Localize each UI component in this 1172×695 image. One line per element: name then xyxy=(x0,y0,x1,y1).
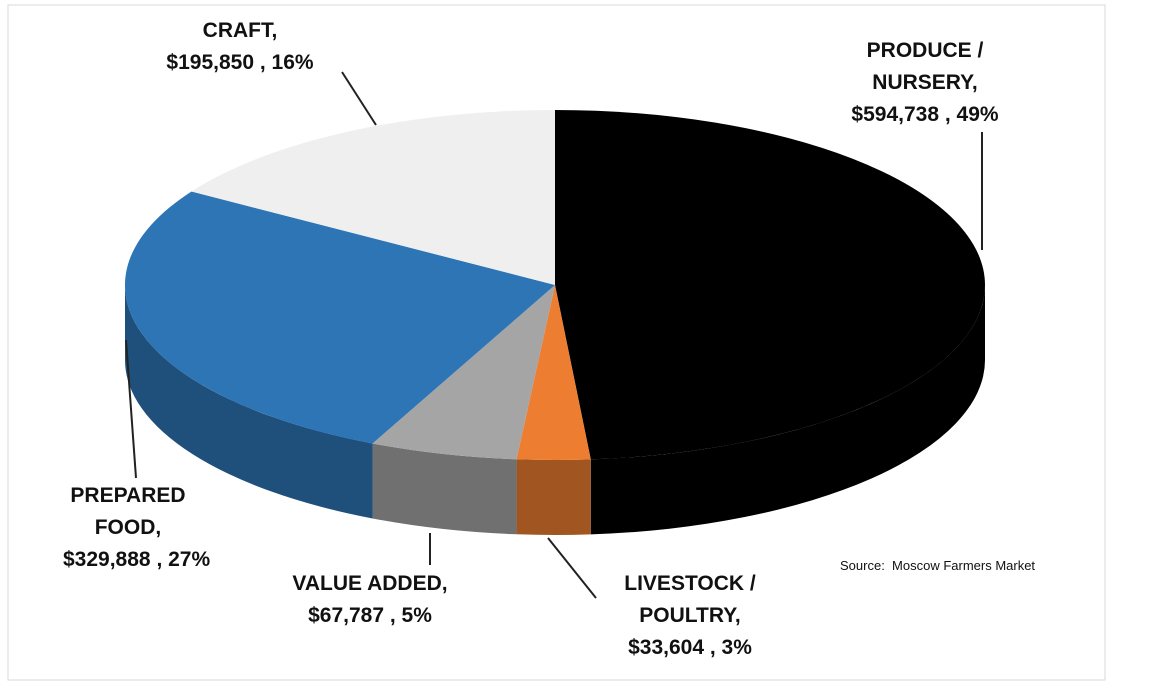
category-label: VALUE ADDED xyxy=(292,572,442,595)
frame xyxy=(7,4,1106,681)
slice xyxy=(372,285,555,460)
label-value: $195,850 , 16% xyxy=(140,47,340,79)
data-label: CRAFT, $195,850 , 16% xyxy=(140,15,340,79)
label-separator: , xyxy=(944,103,951,126)
leader-line xyxy=(547,537,597,599)
leader-lines xyxy=(125,71,983,599)
percent-label: 49% xyxy=(956,103,999,126)
data-label: PRODUCE / NURSERY, $594,738 , 49% xyxy=(840,35,1010,131)
category-label: PREPARED FOOD xyxy=(70,484,186,539)
category-label: CRAFT xyxy=(202,19,272,42)
data-label: VALUE ADDED, $67,787 , 5% xyxy=(255,568,485,632)
slice xyxy=(191,110,556,285)
value-label: $195,850 xyxy=(166,51,255,74)
label-separator: , xyxy=(971,71,978,94)
slice-side xyxy=(372,443,517,535)
label-separator: , xyxy=(389,604,396,627)
category-label: LIVESTOCK / POULTRY xyxy=(624,572,756,627)
percent-label: 16% xyxy=(271,51,314,74)
slice-side xyxy=(590,285,985,535)
slice xyxy=(555,110,985,460)
label-value: $594,738 , 49% xyxy=(840,99,1010,131)
slice xyxy=(125,191,555,444)
label-name: CRAFT, xyxy=(140,15,340,47)
label-value: $329,888 , 27% xyxy=(63,544,210,576)
data-label: PREPARED FOOD, $329,888 , 27% xyxy=(63,480,210,576)
label-name: LIVESTOCK / POULTRY, xyxy=(605,568,775,632)
label-name: VALUE ADDED, xyxy=(255,568,485,600)
label-separator: , xyxy=(156,548,163,571)
source-note: Source: Moscow Farmers Market xyxy=(840,558,1036,573)
category-label: PRODUCE / NURSERY xyxy=(866,39,984,94)
label-name: PRODUCE / NURSERY, xyxy=(840,35,1010,99)
value-label: $329,888 xyxy=(63,548,151,571)
label-value: $67,787 , 5% xyxy=(255,600,485,632)
label-separator: , xyxy=(155,516,162,539)
label-separator: , xyxy=(709,636,716,659)
leader-line xyxy=(125,339,137,479)
percent-label: 27% xyxy=(168,548,211,571)
percent-label: 3% xyxy=(721,636,752,659)
percent-label: 5% xyxy=(401,604,432,627)
slice-side xyxy=(124,285,373,519)
leader-line xyxy=(341,71,377,126)
label-separator: , xyxy=(734,604,741,627)
label-name: PREPARED FOOD, xyxy=(63,480,193,544)
label-value: $33,604 , 3% xyxy=(605,632,775,664)
label-separator: , xyxy=(441,572,448,595)
slice-side xyxy=(516,459,591,535)
data-label: LIVESTOCK / POULTRY, $33,604 , 3% xyxy=(605,568,775,664)
slice xyxy=(516,285,591,460)
label-separator: , xyxy=(259,51,266,74)
value-label: $594,738 xyxy=(851,103,940,126)
value-label: $67,787 xyxy=(308,604,385,627)
value-label: $33,604 xyxy=(628,636,705,659)
label-separator: , xyxy=(271,19,278,42)
